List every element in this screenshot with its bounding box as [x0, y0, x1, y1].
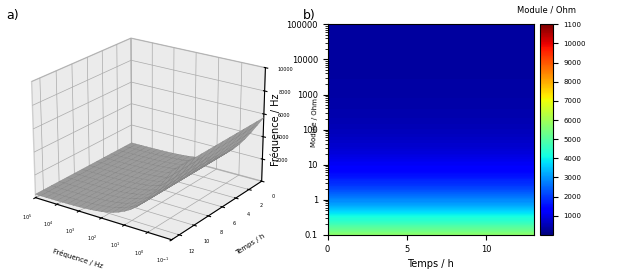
Y-axis label: Fréquence / Hz: Fréquence / Hz — [270, 93, 281, 166]
Text: a): a) — [6, 9, 19, 22]
X-axis label: Temps / h: Temps / h — [407, 259, 454, 269]
X-axis label: Fréquence / Hz: Fréquence / Hz — [52, 248, 104, 270]
Y-axis label: Temps / h: Temps / h — [235, 233, 266, 256]
Text: Module / Ohm: Module / Ohm — [517, 6, 576, 15]
Text: b): b) — [303, 9, 315, 22]
